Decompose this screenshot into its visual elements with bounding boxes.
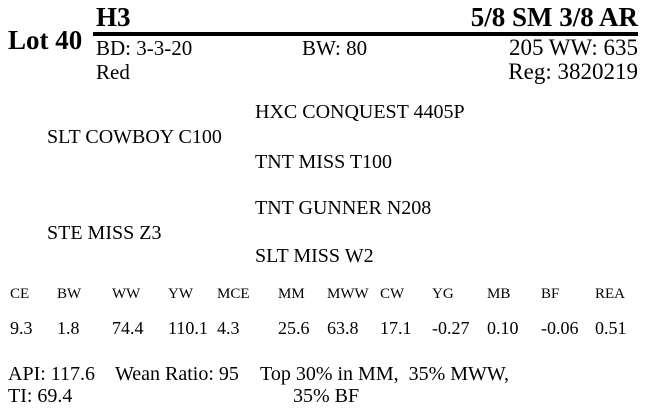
epd-value: -0.06 <box>541 318 579 338</box>
birth-date: BD: 3-3-20 <box>96 36 193 60</box>
wean-ratio: Wean Ratio: 95 <box>115 363 239 385</box>
epd-column-bw: BW 1.8 <box>57 286 82 338</box>
epd-header: CW <box>380 286 405 302</box>
lot-number: Lot 40 <box>8 25 83 55</box>
epd-value: -0.27 <box>432 318 470 338</box>
epd-header: WW <box>112 286 141 302</box>
epd-column-yw: YW 110.1 <box>168 286 208 338</box>
birth-weight: BW: 80 <box>302 36 368 60</box>
epd-value: 63.8 <box>327 318 359 338</box>
epd-column-cw: CW 17.1 <box>380 286 412 338</box>
sire-name: SLT COWBOY C100 <box>47 126 222 148</box>
dam-name: STE MISS Z3 <box>47 222 162 244</box>
epd-value: 0.10 <box>487 318 519 338</box>
epd-header: YG <box>432 286 454 302</box>
epd-header: BF <box>541 286 560 302</box>
epd-column-mm: MM 25.6 <box>278 286 310 338</box>
percentile-rank-line2: 35% BF <box>293 385 360 407</box>
epd-column-rea: REA 0.51 <box>595 286 627 338</box>
epd-header: MM <box>278 286 305 302</box>
api-index: API: 117.6 <box>8 363 96 385</box>
epd-value: 110.1 <box>168 318 208 338</box>
epd-value: 9.3 <box>10 318 33 338</box>
epd-value: 17.1 <box>380 318 412 338</box>
ti-index: TI: 69.4 <box>8 385 73 407</box>
epd-header: YW <box>168 286 193 302</box>
epd-header: MB <box>487 286 511 302</box>
epd-header: MWW <box>327 286 369 302</box>
epd-header: MCE <box>217 286 250 302</box>
animal-tattoo: H3 <box>96 2 131 32</box>
maternal-granddam: SLT MISS W2 <box>255 245 374 267</box>
epd-header: BW <box>57 286 82 302</box>
coat-color: Red <box>96 60 130 84</box>
epd-column-bf: BF -0.06 <box>541 286 579 338</box>
epd-value: 74.4 <box>112 318 144 338</box>
adj-weaning-weight: 205 WW: 635 <box>508 35 638 60</box>
epd-column-yg: YG -0.27 <box>432 286 470 338</box>
epd-header: REA <box>595 286 625 302</box>
epd-column-mww: MWW 63.8 <box>327 286 369 338</box>
percentile-rank-line1: Top 30% in MM, 35% MWW, <box>260 363 509 385</box>
epd-value: 1.8 <box>57 318 80 338</box>
epd-value: 4.3 <box>217 318 240 338</box>
epd-value: 25.6 <box>278 318 310 338</box>
header-rule <box>93 32 638 36</box>
epd-column-ce: CE 9.3 <box>10 286 33 338</box>
paternal-granddam: TNT MISS T100 <box>255 151 393 173</box>
registration-number: Reg: 3820219 <box>508 59 638 84</box>
epd-column-mb: MB 0.10 <box>487 286 519 338</box>
maternal-grandsire: TNT GUNNER N208 <box>255 197 432 219</box>
epd-column-mce: MCE 4.3 <box>217 286 250 338</box>
epd-header: CE <box>10 286 30 302</box>
epd-value: 0.51 <box>595 318 627 338</box>
paternal-grandsire: HXC CONQUEST 4405P <box>255 101 465 123</box>
breed-composition: 5/8 SM 3/8 AR <box>470 2 638 32</box>
epd-column-ww: WW 74.4 <box>112 286 144 338</box>
